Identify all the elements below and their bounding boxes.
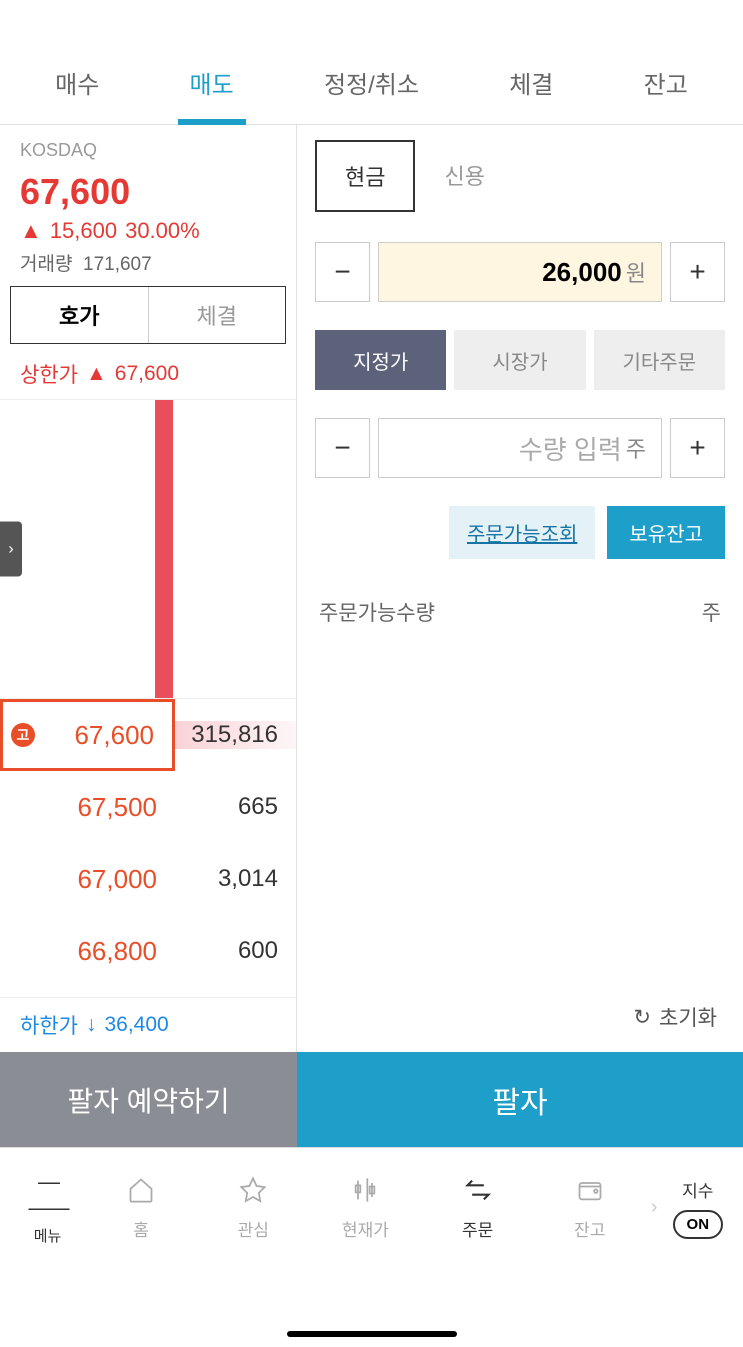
home-icon (125, 1174, 157, 1206)
index-toggle[interactable]: ON (673, 1210, 724, 1239)
tab-cash[interactable]: 현금 (315, 140, 415, 212)
nav-watchlist[interactable]: 관심 (197, 1174, 309, 1241)
qty-plus-button[interactable]: + (670, 418, 725, 478)
price-stepper: − 26,000 원 + (315, 242, 725, 302)
bid-price: 67,500 (77, 792, 157, 823)
nav-price[interactable]: 현재가 (309, 1174, 421, 1241)
chevron-right-icon[interactable]: › (646, 1196, 663, 1219)
tab-credit[interactable]: 신용 (415, 140, 513, 212)
bottom-nav: ——— 메뉴 홈 관심 현재가 주문 잔고 › 지수 ON (0, 1147, 743, 1267)
swap-icon (462, 1174, 494, 1206)
qty-minus-button[interactable]: − (315, 418, 370, 478)
bid-price: 66,800 (77, 936, 157, 967)
high-badge: 고 (11, 723, 35, 747)
arrow-up-icon: ▲ (86, 362, 107, 386)
price-change: ▲ 15,600 30.00% (0, 213, 296, 244)
price-input[interactable]: 26,000 원 (378, 242, 662, 302)
nav-order[interactable]: 주문 (422, 1174, 534, 1241)
arrow-up-icon: ▲ (20, 218, 42, 244)
expand-handle[interactable]: › (0, 522, 22, 577)
bid-row[interactable]: 67,500 665 (0, 771, 296, 843)
action-bar: 팔자 예약하기 팔자 (0, 1052, 743, 1147)
bid-price: 67,600 (74, 720, 154, 751)
nav-index: 지수 ON (663, 1177, 734, 1239)
payment-tabs: 현금 신용 (315, 140, 514, 212)
tab-orderbook[interactable]: 호가 (11, 287, 149, 343)
orderable-query-link[interactable]: 주문가능조회 (449, 506, 595, 559)
tab-balance[interactable]: 잔고 (632, 40, 700, 124)
price-plus-button[interactable]: + (670, 242, 725, 302)
bid-row[interactable]: 66,800 600 (0, 915, 296, 987)
market-label: KOSDAQ (0, 125, 296, 166)
star-icon (237, 1174, 269, 1206)
limit-up-row: 상한가 ▲ 67,600 (0, 344, 296, 399)
change-percent: 30.00% (125, 218, 200, 244)
order-type-tabs: 지정가 시장가 기타주문 (315, 330, 725, 390)
tab-trades[interactable]: 체결 (149, 287, 286, 343)
price-chart: › (0, 399, 296, 699)
main-tabs: 매수 매도 정정/취소 체결 잔고 (0, 40, 743, 125)
orderable-qty-row: 주문가능수량 주 (315, 589, 725, 635)
tab-sell[interactable]: 매도 (178, 40, 246, 124)
bid-row[interactable]: 고 67,600 315,816 (0, 699, 296, 771)
order-type-limit[interactable]: 지정가 (315, 330, 446, 390)
bid-qty: 665 (175, 793, 296, 821)
bid-table: 고 67,600 315,816 67,500 665 67,000 3,014… (0, 699, 296, 997)
menu-icon: ——— (10, 1169, 85, 1221)
quote-tabs: 호가 체결 (10, 286, 286, 344)
bid-row[interactable]: 67,000 3,014 (0, 843, 296, 915)
nav-balance[interactable]: 잔고 (534, 1174, 646, 1241)
reserve-sell-button[interactable]: 팔자 예약하기 (0, 1052, 297, 1147)
order-type-other[interactable]: 기타주문 (594, 330, 725, 390)
reset-button[interactable]: ↻ 초기화 (315, 982, 725, 1052)
qty-stepper: − 수량 입력 주 + (315, 418, 725, 478)
order-type-market[interactable]: 시장가 (454, 330, 585, 390)
sell-button[interactable]: 팔자 (297, 1052, 743, 1147)
home-indicator (287, 1331, 457, 1337)
tab-buy[interactable]: 매수 (43, 40, 111, 124)
qty-input[interactable]: 수량 입력 주 (378, 418, 662, 478)
menu-button[interactable]: ——— 메뉴 (10, 1169, 85, 1246)
tab-modify[interactable]: 정정/취소 (312, 40, 431, 124)
change-amount: 15,600 (50, 218, 117, 244)
bid-qty: 3,014 (175, 865, 296, 893)
current-price: 67,600 (0, 166, 296, 213)
arrow-down-icon: ↓ (86, 1013, 97, 1037)
nav-home[interactable]: 홈 (85, 1174, 197, 1241)
bid-price: 67,000 (77, 864, 157, 895)
limit-down-row: 하한가 ↓ 36,400 (0, 997, 296, 1052)
quote-panel: KOSDAQ 67,600 ▲ 15,600 30.00% 거래량 171,60… (0, 125, 297, 1052)
chevron-right-icon: › (8, 540, 13, 558)
volume-row: 거래량 171,607 (0, 244, 296, 286)
tab-executed[interactable]: 체결 (497, 40, 565, 124)
candle-icon (349, 1174, 381, 1206)
order-panel: 현금 신용 − 26,000 원 + 지정가 시장가 기타주문 − 수량 입력 … (297, 125, 743, 1052)
wallet-icon (574, 1174, 606, 1206)
price-minus-button[interactable]: − (315, 242, 370, 302)
holdings-button[interactable]: 보유잔고 (607, 506, 725, 559)
index-label: 지수 (682, 1177, 713, 1202)
bid-qty: 600 (175, 937, 296, 965)
refresh-icon: ↻ (633, 1005, 651, 1030)
bid-qty: 315,816 (175, 721, 296, 749)
